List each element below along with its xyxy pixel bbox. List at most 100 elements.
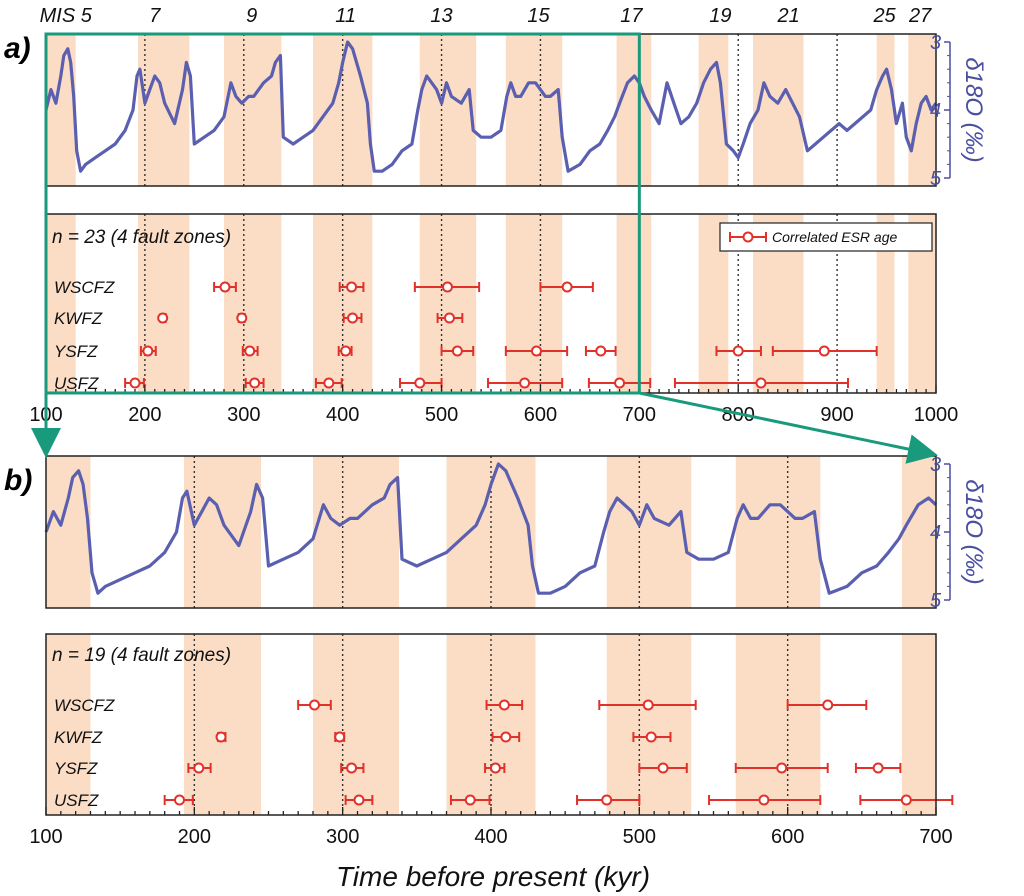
- esr-marker: [900, 794, 912, 806]
- b-y-axis: 3 4 5 δ18O (‰): [930, 454, 987, 612]
- b-x-axis: 100 200 300 400 500 600 700: [29, 807, 953, 848]
- b-esr-band-1: [183, 634, 262, 815]
- a-y-tick-label-3: 3: [930, 32, 941, 54]
- esr-marker: [443, 312, 455, 324]
- mis-label-13: 13: [430, 5, 452, 27]
- esr-marker: [193, 762, 205, 774]
- a-esr-bands: [46, 214, 936, 393]
- mis-label-17: 17: [620, 5, 643, 27]
- x-axis-title: Time before present (kyr): [336, 861, 650, 892]
- a-zone-label-kwfz: KWFZ: [54, 309, 103, 328]
- a-esr-point-kwfz-218: [157, 312, 169, 324]
- mis-labels: MIS 5 7 9 11 13 15 17 19 21 25 27: [40, 5, 933, 27]
- a-esr-point-usfz-680: [587, 377, 652, 389]
- esr-marker: [142, 345, 154, 357]
- b-isotope-frame: [45, 455, 937, 609]
- a-iso-band-2: [224, 34, 282, 186]
- a-esr-point-usfz-311: [244, 377, 265, 389]
- a-x-tick-label-400: 400: [326, 404, 359, 426]
- a-isotope-bands: [46, 34, 936, 186]
- esr-marker: [353, 794, 365, 806]
- legend-marker: [742, 231, 754, 243]
- legend-text: Correlated ESR age: [772, 229, 898, 245]
- a-iso-band-1: [137, 34, 190, 186]
- b-esr-point-ysfz-403: [484, 762, 506, 774]
- b-esr-point-usfz-584: [708, 794, 822, 806]
- esr-marker: [236, 312, 248, 324]
- a-x-tick-label-1000: 1000: [914, 404, 959, 426]
- b-iso-band-6: [901, 456, 936, 608]
- b-y-tick-label-3: 3: [930, 454, 941, 476]
- b-zone-label-wscfz: WSCFZ: [54, 696, 115, 715]
- esr-marker: [334, 731, 346, 743]
- b-zone-label-kwfz: KWFZ: [54, 728, 103, 747]
- esr-marker: [215, 731, 227, 743]
- mis-label-21: 21: [777, 5, 800, 27]
- panel-b-label: b): [4, 464, 32, 497]
- esr-marker: [219, 281, 231, 293]
- b-esr-band-5: [735, 634, 821, 815]
- esr-marker: [464, 794, 476, 806]
- b-esr-point-usfz-386: [449, 794, 491, 806]
- a-esr-point-ysfz-203: [139, 345, 157, 357]
- esr-marker: [441, 281, 453, 293]
- a-esr-point-wscfz-281: [213, 281, 237, 293]
- a-esr-band-9: [876, 214, 895, 393]
- b-esr-point-ysfz-516: [638, 762, 688, 774]
- a-iso-band-4: [419, 34, 477, 186]
- b-iso-band-4: [606, 456, 692, 608]
- esr-marker: [822, 699, 834, 711]
- zoom-box: [44, 32, 641, 395]
- esr-marker: [308, 699, 320, 711]
- b-x-tick-label-400: 400: [474, 826, 507, 848]
- a-esr-point-usfz-190: [124, 377, 145, 389]
- a-iso-band-6: [616, 34, 652, 186]
- esr-marker: [451, 345, 463, 357]
- a-esr-point-wscfz-627: [539, 281, 594, 293]
- esr-marker: [645, 731, 657, 743]
- a-zone-label-wscfz: WSCFZ: [54, 278, 115, 297]
- b-esr-point-ysfz-661: [854, 762, 902, 774]
- b-esr-points: [163, 699, 954, 806]
- mis-label-11: 11: [335, 5, 356, 27]
- b-esr-point-wscfz-281: [297, 699, 332, 711]
- esr-marker: [758, 794, 770, 806]
- b-esr-point-usfz-680: [859, 794, 954, 806]
- a-esr-point-ysfz-661: [584, 345, 617, 357]
- b-zone-labels: WSCFZ KWFZ YSFZ USFZ: [54, 696, 115, 810]
- a-iso-band-0: [46, 34, 76, 186]
- mis-label-15: 15: [527, 5, 550, 27]
- a-x-tick-label-700: 700: [623, 404, 656, 426]
- b-y-axis-title: δ18O (‰): [960, 479, 987, 584]
- esr-marker: [595, 345, 607, 357]
- b-iso-band-5: [735, 456, 821, 608]
- b-x-tick-label-300: 300: [326, 826, 359, 848]
- b-esr-point-wscfz-409: [485, 699, 524, 711]
- mis-label-7: 7: [149, 5, 161, 27]
- a-iso-band-5: [505, 34, 563, 186]
- esr-marker: [561, 281, 573, 293]
- zoom-arrow-right: [639, 391, 938, 464]
- a-esr-point-usfz-584: [487, 377, 564, 389]
- b-esr-band-2: [313, 634, 400, 815]
- a-esr-point-kwfz-410: [342, 312, 363, 324]
- a-esr-point-ysfz-887: [771, 345, 878, 357]
- a-esr-band-5: [505, 214, 563, 393]
- a-zone-label-ysfz: YSFZ: [54, 342, 98, 361]
- a-esr-band-6: [616, 214, 652, 393]
- a-isotope-curve: [44, 40, 938, 173]
- b-esr-point-ysfz-306: [340, 762, 365, 774]
- a-esr-point-wscfz-409: [338, 281, 365, 293]
- b-esr-point-kwfz-508: [632, 731, 672, 743]
- b-esr-band-0: [46, 634, 91, 815]
- esr-marker: [157, 312, 169, 324]
- a-count-label: n = 23 (4 fault zones): [52, 227, 231, 248]
- mis-label-9: 9: [246, 5, 257, 27]
- b-esr-bands: [46, 634, 936, 815]
- a-x-tick-label-200: 200: [128, 404, 161, 426]
- mis-label-19: 19: [709, 5, 731, 27]
- a-y-tick-label-5: 5: [930, 168, 942, 190]
- a-zone-label-usfz: USFZ: [54, 374, 99, 393]
- mis-label-mis-5: MIS 5: [40, 5, 93, 27]
